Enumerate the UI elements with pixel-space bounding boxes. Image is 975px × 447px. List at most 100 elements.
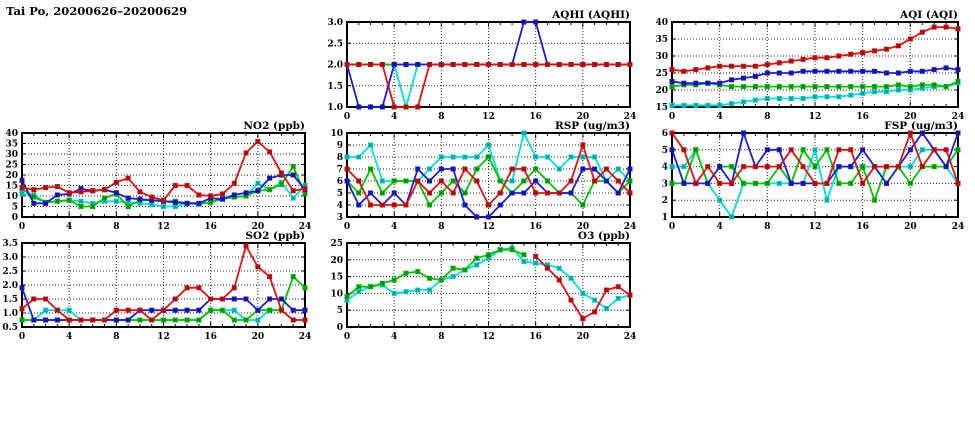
data-point-marker: [113, 179, 119, 185]
data-point-marker: [497, 190, 503, 196]
y-tick-label: 3: [662, 179, 668, 189]
data-point-marker: [848, 92, 854, 98]
data-point-marker: [474, 214, 480, 220]
data-point-marker: [231, 180, 237, 186]
data-point-marker: [824, 147, 830, 153]
data-point-marker: [752, 73, 758, 79]
data-point-marker: [78, 189, 84, 195]
data-point-marker: [603, 178, 609, 184]
data-point-marker: [544, 154, 550, 160]
data-point-marker: [884, 46, 889, 52]
data-point-marker: [603, 62, 609, 67]
x-tick-label: 24: [299, 222, 312, 232]
data-point-marker: [243, 193, 249, 199]
data-point-marker: [19, 177, 25, 183]
data-point-marker: [415, 178, 421, 184]
data-point-marker: [391, 277, 397, 283]
data-point-marker: [800, 96, 806, 101]
data-point-marker: [474, 166, 480, 172]
x-tick-label: 8: [438, 112, 444, 122]
data-point-marker: [450, 154, 456, 160]
data-point-marker: [356, 104, 362, 110]
data-point-marker: [521, 166, 527, 172]
data-point-marker: [78, 204, 84, 209]
page-title: Tai Po, 20200626–20200629: [6, 4, 188, 18]
data-point-marker: [907, 36, 913, 42]
x-tick-label: 16: [856, 222, 869, 232]
data-point-marker: [693, 147, 699, 153]
data-point-marker: [884, 89, 889, 95]
data-point-marker: [533, 154, 539, 160]
data-point-marker: [615, 295, 621, 301]
data-point-marker: [208, 199, 214, 205]
data-point-marker: [368, 142, 374, 148]
data-point-marker: [776, 180, 782, 186]
data-point-marker: [19, 306, 25, 312]
data-point-marker: [919, 147, 925, 153]
y-tick-label: 15: [5, 182, 18, 192]
chart-aqi: AQI (AQI) 15 20 25 30 35 40 0 4 8 12 16 20 24: [655, 9, 964, 122]
gridlines-so2: [22, 243, 305, 327]
x-tick-label: 4: [391, 332, 397, 342]
data-point-marker: [955, 180, 961, 186]
chart-title-so2: SO2 (ppb): [245, 230, 305, 242]
data-point-marker: [931, 24, 937, 30]
data-point-marker: [90, 204, 96, 209]
data-point-marker: [800, 164, 806, 170]
series-cyan: [669, 80, 961, 108]
y-tick-label: 25: [330, 239, 343, 249]
data-point-marker: [509, 62, 515, 67]
data-point-marker: [836, 53, 842, 59]
y-tick-label: 20: [330, 256, 343, 266]
data-point-marker: [533, 260, 539, 266]
data-point-marker: [729, 214, 735, 220]
data-point-marker: [172, 296, 178, 302]
data-point-marker: [824, 84, 830, 90]
data-point-marker: [113, 190, 119, 196]
data-point-marker: [344, 297, 350, 303]
data-point-marker: [368, 202, 374, 208]
data-point-marker: [302, 285, 308, 291]
data-point-marker: [231, 307, 237, 313]
data-point-marker: [943, 65, 949, 71]
data-point-marker: [486, 154, 491, 160]
data-point-marker: [66, 190, 72, 196]
x-tick-label: 0: [19, 332, 25, 342]
y-tick-label: 20: [5, 171, 18, 181]
data-point-marker: [544, 265, 550, 271]
data-point-marker: [693, 102, 699, 108]
data-point-marker: [54, 198, 60, 204]
data-point-marker: [267, 296, 273, 302]
data-point-marker: [403, 289, 409, 295]
data-point-marker: [824, 180, 830, 186]
data-point-marker: [943, 147, 949, 153]
data-point-marker: [290, 188, 296, 194]
data-point-marker: [884, 164, 889, 170]
x-tick-label: 16: [204, 332, 217, 342]
data-point-marker: [681, 80, 687, 86]
data-point-marker: [895, 164, 901, 170]
data-point-marker: [705, 102, 711, 108]
series-red: [533, 253, 633, 322]
data-point-marker: [137, 189, 143, 195]
data-point-marker: [19, 285, 25, 291]
data-point-marker: [278, 170, 284, 176]
data-point-marker: [243, 190, 249, 196]
data-point-marker: [219, 191, 225, 197]
data-point-marker: [764, 84, 770, 90]
data-point-marker: [568, 275, 574, 281]
data-point-marker: [219, 196, 225, 202]
data-point-marker: [290, 307, 296, 313]
data-point-marker: [19, 191, 25, 197]
data-point-marker: [615, 284, 621, 290]
data-point-marker: [788, 96, 794, 101]
data-point-marker: [486, 252, 491, 258]
data-point-marker: [776, 164, 782, 170]
data-point-marker: [509, 166, 515, 172]
data-point-marker: [812, 147, 818, 153]
data-point-marker: [669, 130, 675, 136]
data-point-marker: [741, 99, 746, 105]
data-point-marker: [955, 147, 961, 153]
data-point-marker: [824, 197, 830, 203]
data-point-marker: [415, 104, 421, 110]
